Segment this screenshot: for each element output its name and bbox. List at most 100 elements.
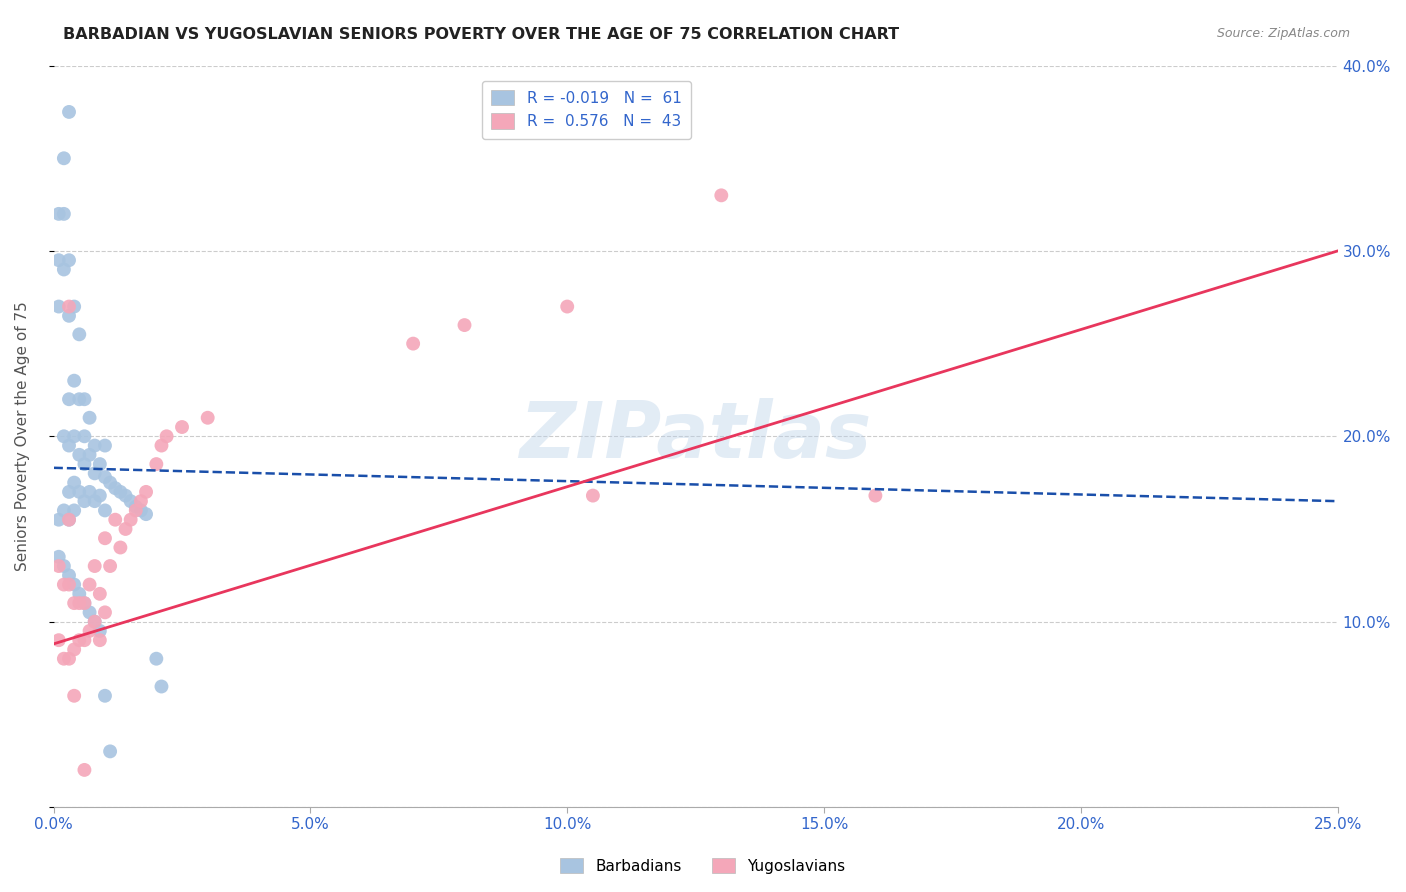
Point bbox=[89, 587, 111, 601]
Point bbox=[582, 489, 605, 503]
Point bbox=[120, 494, 142, 508]
Point bbox=[63, 596, 86, 610]
Point bbox=[79, 410, 101, 425]
Point bbox=[98, 559, 121, 574]
Point bbox=[120, 513, 142, 527]
Point bbox=[129, 494, 152, 508]
Point bbox=[710, 188, 733, 202]
Point bbox=[67, 448, 90, 462]
Point bbox=[197, 410, 219, 425]
Point bbox=[52, 207, 75, 221]
Point bbox=[129, 503, 152, 517]
Point bbox=[73, 763, 96, 777]
Point bbox=[114, 522, 136, 536]
Point bbox=[63, 642, 86, 657]
Point bbox=[83, 615, 105, 629]
Point bbox=[150, 680, 173, 694]
Point bbox=[94, 439, 117, 453]
Point bbox=[52, 577, 75, 591]
Point bbox=[94, 606, 117, 620]
Point bbox=[555, 300, 578, 314]
Point bbox=[58, 484, 80, 499]
Point bbox=[79, 577, 101, 591]
Point bbox=[79, 484, 101, 499]
Point bbox=[48, 207, 70, 221]
Point bbox=[58, 392, 80, 407]
Point bbox=[58, 439, 80, 453]
Point bbox=[58, 568, 80, 582]
Point bbox=[453, 318, 475, 332]
Point bbox=[79, 606, 101, 620]
Point bbox=[63, 475, 86, 490]
Point bbox=[94, 503, 117, 517]
Point bbox=[63, 577, 86, 591]
Point bbox=[67, 587, 90, 601]
Point bbox=[52, 429, 75, 443]
Point bbox=[73, 392, 96, 407]
Point bbox=[83, 494, 105, 508]
Point bbox=[98, 475, 121, 490]
Point bbox=[89, 633, 111, 648]
Point bbox=[73, 457, 96, 471]
Point bbox=[52, 503, 75, 517]
Point bbox=[63, 374, 86, 388]
Point bbox=[63, 300, 86, 314]
Point bbox=[402, 336, 425, 351]
Text: ZIPatlas: ZIPatlas bbox=[519, 399, 872, 475]
Point bbox=[865, 489, 887, 503]
Point bbox=[67, 484, 90, 499]
Point bbox=[48, 549, 70, 564]
Point bbox=[155, 429, 177, 443]
Point bbox=[58, 513, 80, 527]
Point bbox=[67, 392, 90, 407]
Point bbox=[73, 633, 96, 648]
Text: Source: ZipAtlas.com: Source: ZipAtlas.com bbox=[1216, 27, 1350, 40]
Point bbox=[58, 253, 80, 268]
Point bbox=[58, 513, 80, 527]
Point bbox=[94, 689, 117, 703]
Point bbox=[63, 429, 86, 443]
Point bbox=[145, 651, 167, 665]
Point bbox=[89, 457, 111, 471]
Text: BARBADIAN VS YUGOSLAVIAN SENIORS POVERTY OVER THE AGE OF 75 CORRELATION CHART: BARBADIAN VS YUGOSLAVIAN SENIORS POVERTY… bbox=[63, 27, 900, 42]
Legend: Barbadians, Yugoslavians: Barbadians, Yugoslavians bbox=[554, 852, 852, 880]
Point bbox=[79, 448, 101, 462]
Point bbox=[52, 262, 75, 277]
Point bbox=[135, 484, 157, 499]
Point bbox=[48, 513, 70, 527]
Point bbox=[83, 615, 105, 629]
Point bbox=[89, 489, 111, 503]
Point bbox=[63, 503, 86, 517]
Point bbox=[98, 744, 121, 758]
Point bbox=[170, 420, 193, 434]
Point bbox=[58, 309, 80, 323]
Legend: R = -0.019   N =  61, R =  0.576   N =  43: R = -0.019 N = 61, R = 0.576 N = 43 bbox=[482, 80, 690, 138]
Point bbox=[58, 577, 80, 591]
Point bbox=[48, 633, 70, 648]
Point bbox=[73, 596, 96, 610]
Point bbox=[104, 513, 127, 527]
Point bbox=[73, 429, 96, 443]
Point bbox=[52, 559, 75, 574]
Point bbox=[52, 651, 75, 665]
Point bbox=[48, 253, 70, 268]
Point bbox=[150, 439, 173, 453]
Point bbox=[58, 300, 80, 314]
Point bbox=[73, 494, 96, 508]
Point bbox=[48, 559, 70, 574]
Point bbox=[89, 624, 111, 638]
Point bbox=[94, 470, 117, 484]
Point bbox=[58, 651, 80, 665]
Point bbox=[58, 104, 80, 119]
Point bbox=[67, 633, 90, 648]
Point bbox=[94, 531, 117, 545]
Point bbox=[73, 596, 96, 610]
Point bbox=[110, 484, 132, 499]
Point bbox=[114, 489, 136, 503]
Point bbox=[48, 300, 70, 314]
Point bbox=[104, 481, 127, 495]
Point bbox=[145, 457, 167, 471]
Point bbox=[67, 327, 90, 342]
Point bbox=[125, 500, 148, 514]
Point bbox=[67, 596, 90, 610]
